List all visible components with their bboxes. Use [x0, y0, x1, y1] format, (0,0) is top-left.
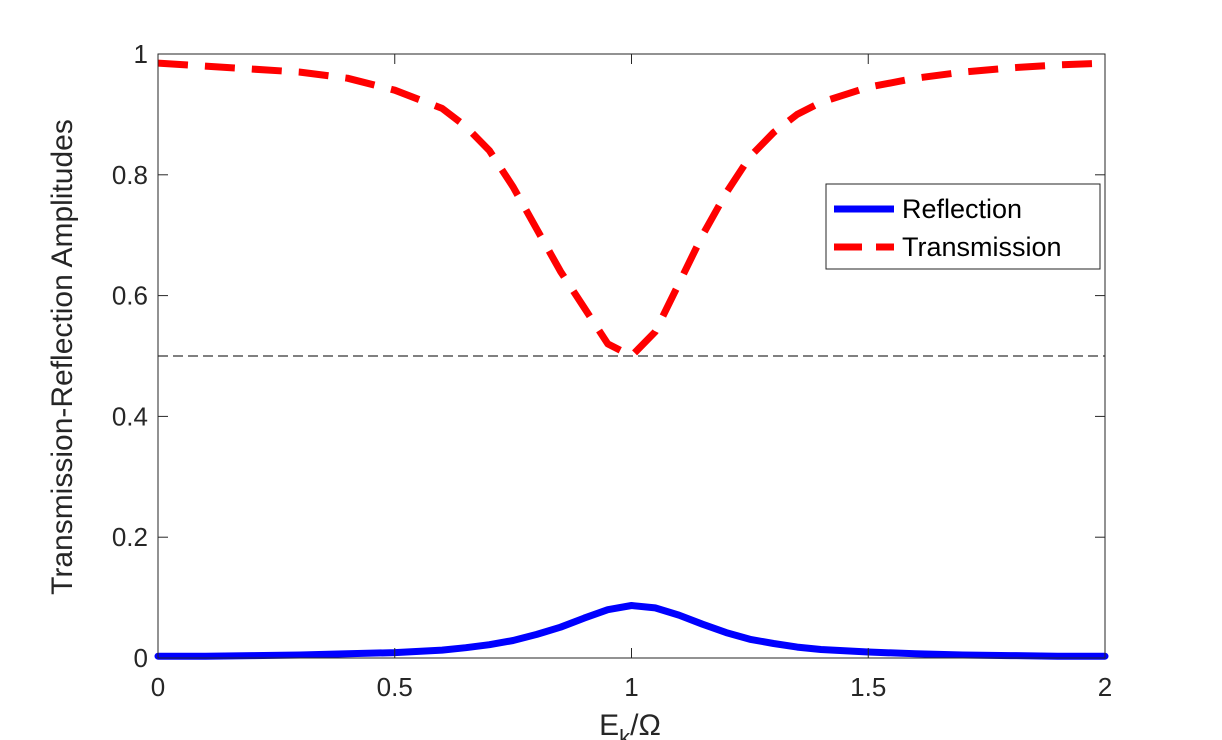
y-tick-label: 0.2 [112, 522, 148, 552]
x-axis-label-rest: /Ω [630, 709, 661, 740]
y-tick-label: 1 [134, 39, 148, 69]
y-tick-label: 0 [134, 643, 148, 673]
y-tick-label: 0.8 [112, 160, 148, 190]
axes-frame [157, 53, 1106, 659]
legend: Reflection Transmission [825, 183, 1101, 270]
x-axis-label: Ek/Ω [599, 709, 661, 740]
x-tick-label: 0 [151, 672, 165, 702]
series-line-reflection [154, 602, 1109, 660]
axes-box [157, 53, 1106, 659]
x-tick-label: 0.5 [377, 672, 413, 702]
axis-ticks: 0 0.5 1 1.5 2 0 0.2 0.4 0.6 0.8 1 [112, 39, 1112, 702]
legend-label-transmission: Transmission [902, 232, 1062, 262]
legend-box [825, 183, 1101, 270]
x-axis-label-sub: k [619, 725, 631, 740]
x-tick-label: 2 [1098, 672, 1112, 702]
legend-label-reflection: Reflection [902, 194, 1022, 224]
y-tick-label: 0.6 [112, 281, 148, 311]
series-line-transmission [157, 59, 1106, 360]
y-axis-label: Transmission-Reflection Amplitudes [46, 119, 79, 595]
plot-area [154, 59, 1109, 660]
x-tick-label: 1 [624, 672, 638, 702]
x-axis-label-main: E [599, 709, 619, 740]
x-tick-label: 1.5 [850, 672, 886, 702]
y-tick-label: 0.4 [112, 401, 148, 431]
